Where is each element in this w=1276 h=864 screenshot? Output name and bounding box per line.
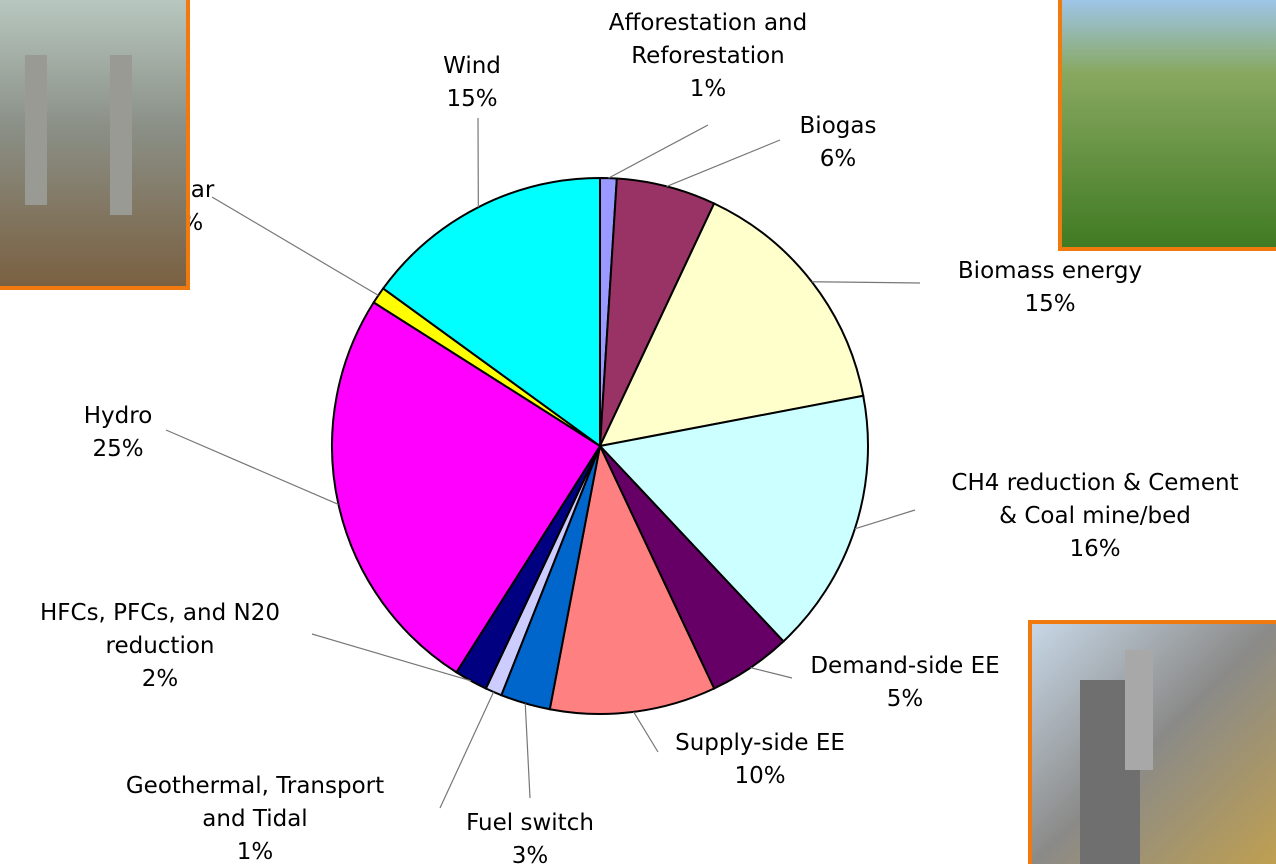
leader-line: [440, 692, 494, 808]
slice-value-label: 5%: [887, 686, 924, 712]
slice-value-label: 2%: [142, 666, 179, 692]
photo-detail: [1125, 650, 1153, 770]
slice-value-label: 1%: [690, 76, 727, 102]
slice-label: Supply-side EE: [675, 730, 845, 756]
slice-label: Biogas: [800, 113, 877, 139]
slice-value-label: 15%: [1024, 291, 1075, 317]
slice-value-label: 16%: [1069, 536, 1120, 562]
slice-label: CH4 reduction & Cement& Coal mine/bed: [951, 470, 1238, 529]
slice-label: Demand-side EE: [810, 653, 999, 679]
leader-line: [667, 140, 780, 186]
slice-label: Hydro: [84, 403, 153, 429]
leader-line: [525, 703, 530, 798]
slice-value-label: 25%: [92, 436, 143, 462]
slice-value-label: 3%: [512, 843, 549, 864]
slice-value-label: 15%: [446, 86, 497, 112]
leader-line: [855, 510, 915, 529]
slice-value-label: 6%: [820, 146, 857, 172]
leader-line: [166, 430, 338, 504]
photo-sugarcane: [1060, 0, 1276, 249]
leader-line: [812, 282, 920, 283]
photo-detail: [25, 55, 47, 205]
slice-label: Biomass energy: [958, 258, 1142, 284]
slice-label: Wind: [443, 53, 501, 79]
leader-line: [608, 125, 708, 178]
leader-line: [634, 712, 658, 752]
chart: Afforestation andReforestation 1% Biogas 6%…: [0, 0, 1276, 864]
photo-detail: [110, 55, 132, 215]
slice-label: Fuel switch: [466, 810, 594, 836]
slice-value-label: 1%: [237, 839, 274, 864]
slice-value-label: 10%: [734, 763, 785, 789]
leader-line: [212, 197, 378, 295]
leader-line: [751, 668, 792, 678]
